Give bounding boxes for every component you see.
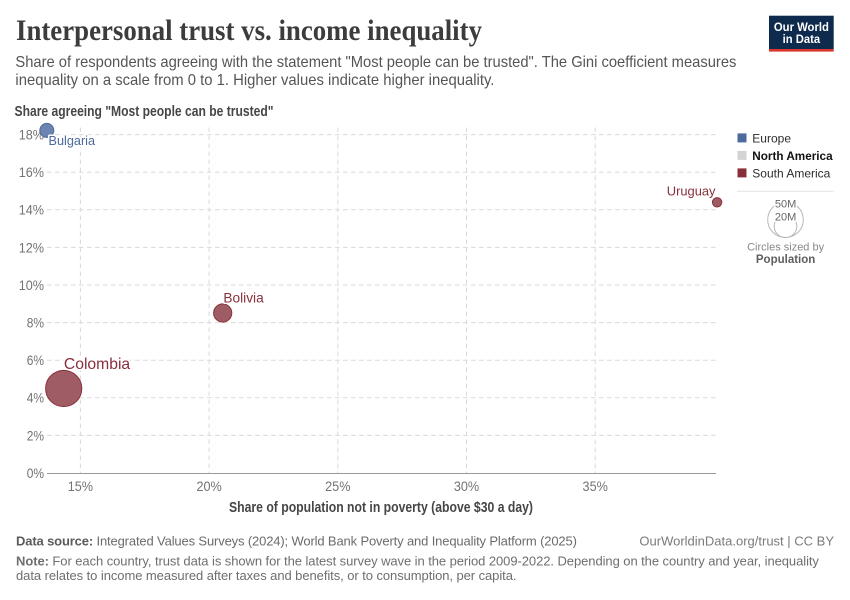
svg-text:10%: 10%: [19, 277, 44, 293]
svg-text:15%: 15%: [68, 478, 93, 494]
svg-text:30%: 30%: [454, 478, 479, 494]
svg-text:12%: 12%: [19, 239, 44, 255]
svg-text:in Data: in Data: [783, 32, 821, 46]
svg-text:inequality on a scale from 0 t: inequality on a scale from 0 to 1. Highe…: [15, 72, 494, 89]
svg-text:Share agreeing "Most people ca: Share agreeing "Most people can be trust…: [15, 104, 274, 120]
svg-text:Interpersonal trust vs. income: Interpersonal trust vs. income inequalit…: [16, 15, 482, 47]
svg-text:Data source: Integrated Values: Data source: Integrated Values Surveys (…: [16, 533, 577, 548]
svg-text:8%: 8%: [27, 315, 44, 331]
svg-text:35%: 35%: [583, 478, 608, 494]
svg-text:Our World: Our World: [774, 20, 829, 34]
svg-text:OurWorldinData.org/trust | CC: OurWorldinData.org/trust | CC BY: [639, 533, 834, 548]
svg-text:Note: For each country, trust: Note: For each country, trust data is sh…: [16, 553, 819, 568]
svg-text:data relates to income measure: data relates to income measured after ta…: [16, 568, 516, 583]
svg-text:Bulgaria: Bulgaria: [49, 134, 96, 148]
svg-text:Europe: Europe: [752, 131, 791, 145]
svg-text:2%: 2%: [27, 427, 44, 443]
svg-text:18%: 18%: [19, 127, 44, 143]
svg-text:20%: 20%: [196, 478, 221, 494]
svg-text:Share of respondents agreeing: Share of respondents agreeing with the s…: [15, 54, 736, 71]
svg-text:14%: 14%: [19, 202, 44, 218]
svg-text:6%: 6%: [27, 352, 44, 368]
svg-text:Uruguay: Uruguay: [667, 184, 716, 199]
svg-text:Population: Population: [756, 254, 815, 266]
svg-text:North America: North America: [752, 149, 833, 163]
svg-text:Circles sized by: Circles sized by: [747, 241, 825, 253]
svg-text:Bolivia: Bolivia: [223, 291, 264, 306]
svg-text:Colombia: Colombia: [64, 356, 131, 373]
svg-text:4%: 4%: [27, 390, 44, 406]
svg-text:20M: 20M: [775, 212, 796, 224]
svg-text:50M: 50M: [775, 198, 796, 210]
svg-text:0%: 0%: [27, 465, 44, 481]
svg-text:South America: South America: [752, 166, 830, 180]
svg-text:25%: 25%: [325, 478, 350, 494]
svg-text:Share of population not in pov: Share of population not in poverty (abov…: [229, 500, 533, 516]
svg-text:16%: 16%: [19, 164, 44, 180]
